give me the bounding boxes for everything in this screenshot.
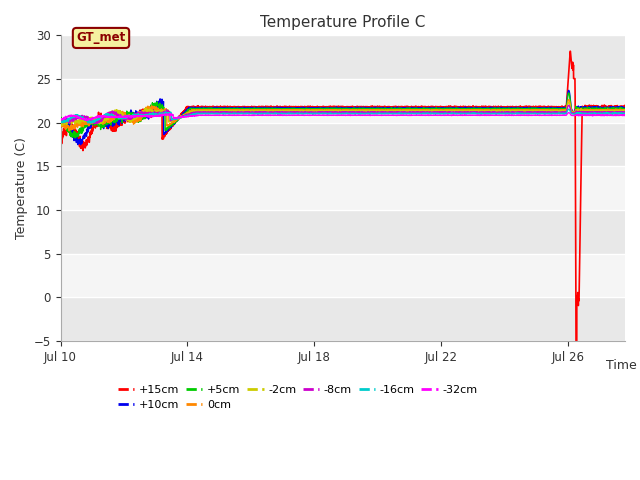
Text: GT_met: GT_met	[76, 32, 125, 45]
Legend: +15cm, +10cm, +5cm, 0cm, -2cm, -8cm, -16cm, -32cm: +15cm, +10cm, +5cm, 0cm, -2cm, -8cm, -16…	[113, 380, 482, 415]
Bar	[61, 79, 625, 123]
Title: Temperature Profile C: Temperature Profile C	[260, 15, 426, 30]
Bar	[61, 123, 625, 167]
Bar	[61, 36, 625, 79]
Bar	[61, 298, 625, 341]
Bar	[61, 167, 625, 210]
Bar	[61, 254, 625, 298]
Y-axis label: Temperature (C): Temperature (C)	[15, 137, 28, 239]
X-axis label: Time: Time	[605, 360, 636, 372]
Bar	[61, 210, 625, 254]
